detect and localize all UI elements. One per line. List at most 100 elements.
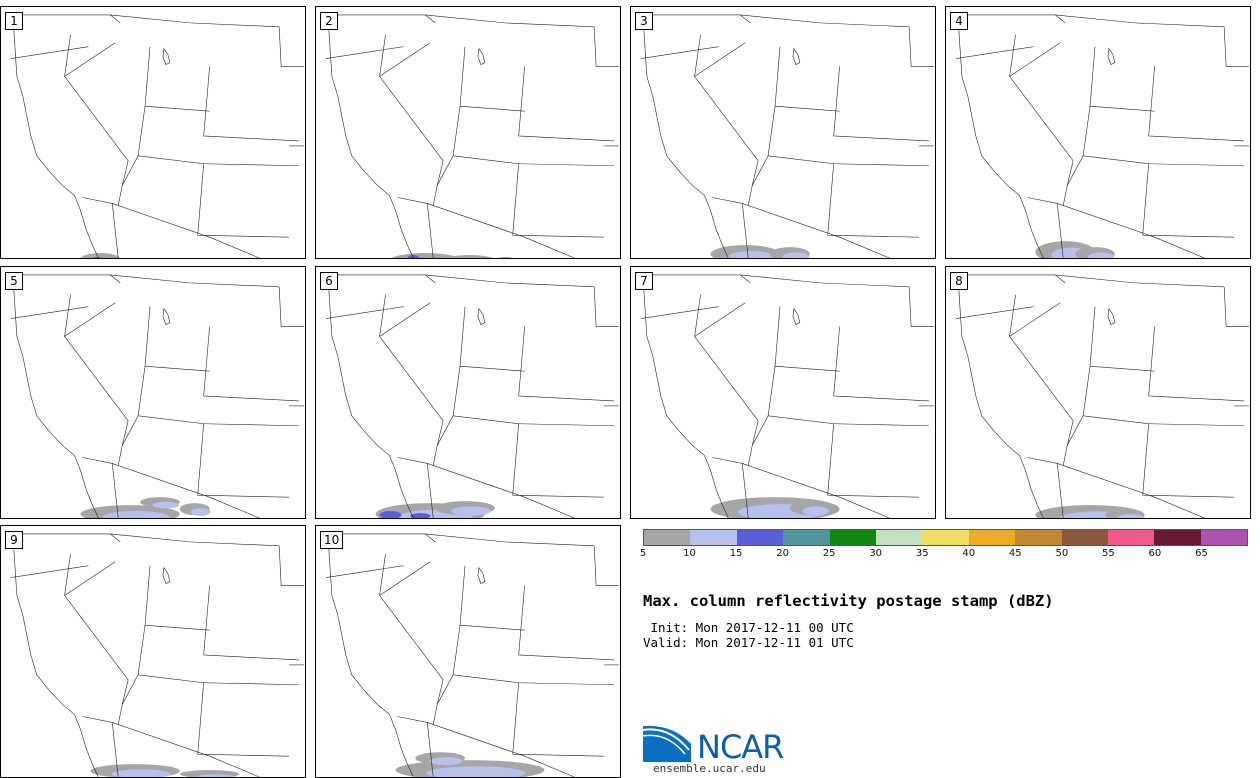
map-svg — [325, 274, 620, 518]
colorbar-swatch-3 — [783, 530, 830, 545]
map-boundary — [1148, 163, 1245, 167]
lake-outline — [477, 566, 486, 584]
map-boundary — [751, 106, 776, 186]
map-panel-9: 9 — [0, 525, 306, 778]
map-svg — [325, 14, 620, 258]
panel-number-label: 5 — [5, 272, 23, 290]
plot-title: Max. column reflectivity postage stamp (… — [643, 592, 1054, 610]
map-boundary — [694, 294, 759, 466]
map-svg — [10, 14, 305, 258]
map-boundary — [121, 366, 146, 446]
map-boundary — [640, 46, 719, 59]
map-boundary — [1223, 26, 1250, 67]
colorbar-swatch-10 — [1107, 530, 1155, 545]
panel-number-label: 10 — [320, 531, 344, 549]
colorbar-tick-65: 65 — [1195, 548, 1208, 559]
map-boundary — [14, 533, 121, 543]
map-boundary — [1148, 66, 1245, 142]
map-panel-8: 8 — [945, 266, 1251, 519]
map-boundary — [425, 14, 595, 28]
map-boundary — [833, 66, 930, 142]
map-boundary — [12, 274, 99, 518]
map-boundary — [712, 197, 890, 258]
map-boundary — [593, 286, 620, 327]
colorbar-tick-60: 60 — [1148, 548, 1162, 559]
reflectivity-area-10dbz — [103, 511, 170, 518]
map-boundary — [203, 326, 300, 402]
colorbar-tick-labels: 5 10 15 20 25 30 35 40 45 50 55 60 65 — [640, 548, 1248, 562]
lake-outline — [477, 307, 486, 325]
reflectivity-area-10dbz — [1117, 514, 1145, 518]
map-boundary — [12, 14, 99, 258]
map-boundary — [640, 306, 719, 319]
reflectivity-area-10dbz — [152, 501, 180, 509]
map-svg — [955, 274, 1250, 518]
init-time: Init: Mon 2017-12-11 00 UTC — [643, 620, 854, 635]
colorbar-swatch-11 — [1154, 530, 1201, 545]
map-boundary — [459, 46, 525, 112]
panel-number-label: 3 — [635, 12, 653, 30]
map-boundary — [768, 155, 920, 238]
panel-number-label: 2 — [320, 12, 338, 30]
map-boundary — [751, 366, 776, 446]
map-boundary — [518, 585, 615, 661]
reflectivity-area-10dbz — [429, 757, 463, 766]
colorbar-swatch-6 — [922, 530, 969, 545]
map-boundary — [957, 274, 1044, 518]
map-boundary — [426, 203, 434, 258]
colorbar-swatch-4 — [829, 530, 876, 545]
map-boundary — [379, 561, 431, 596]
map-boundary — [1056, 203, 1064, 258]
map-boundary — [144, 306, 210, 372]
map-boundary — [1066, 106, 1091, 186]
reflectivity-area-10dbz — [111, 769, 171, 777]
ncar-logo-icon — [643, 725, 691, 762]
map-boundary — [110, 14, 280, 28]
map-boundary — [459, 565, 525, 631]
map-svg — [640, 14, 935, 258]
lake-outline — [477, 47, 486, 65]
map-boundary — [138, 415, 290, 498]
reflectivity-area-10dbz — [1087, 252, 1115, 258]
lake-outline — [792, 307, 801, 325]
reflectivity-area-strong — [407, 255, 420, 258]
map-boundary — [325, 565, 404, 578]
map-panel-2: 2 — [315, 6, 621, 259]
map-boundary — [278, 286, 305, 327]
map-boundary — [1009, 34, 1074, 206]
lake-outline — [1107, 47, 1116, 65]
map-boundary — [110, 274, 280, 288]
map-boundary — [379, 553, 444, 725]
map-boundary — [327, 14, 414, 258]
logo-url: ensemble.ucar.edu — [653, 762, 766, 775]
map-boundary — [955, 46, 1034, 59]
map-boundary — [1083, 415, 1235, 498]
map-boundary — [1056, 463, 1064, 518]
panel-number-label: 4 — [950, 12, 968, 30]
map-boundary — [327, 274, 414, 518]
map-boundary — [426, 463, 434, 518]
map-boundary — [436, 625, 461, 705]
colorbar-swatch-5 — [875, 530, 923, 545]
map-boundary — [453, 674, 605, 757]
map-boundary — [10, 306, 89, 319]
reflectivity-area-10dbz — [190, 508, 211, 517]
reflectivity-area-light — [497, 257, 513, 258]
map-boundary — [694, 302, 746, 337]
map-boundary — [1148, 326, 1245, 402]
map-boundary — [741, 203, 749, 258]
map-boundary — [397, 716, 575, 777]
map-boundary — [694, 34, 759, 206]
reflectivity-area-strong — [379, 511, 402, 518]
map-boundary — [325, 306, 404, 319]
map-boundary — [1055, 14, 1225, 28]
map-boundary — [121, 625, 146, 705]
panel-number-label: 8 — [950, 272, 968, 290]
map-boundary — [1066, 366, 1091, 446]
map-boundary — [955, 306, 1034, 319]
map-boundary — [453, 155, 605, 238]
map-boundary — [1027, 197, 1205, 258]
map-boundary — [833, 423, 930, 427]
map-boundary — [694, 42, 746, 77]
map-svg — [640, 274, 935, 518]
